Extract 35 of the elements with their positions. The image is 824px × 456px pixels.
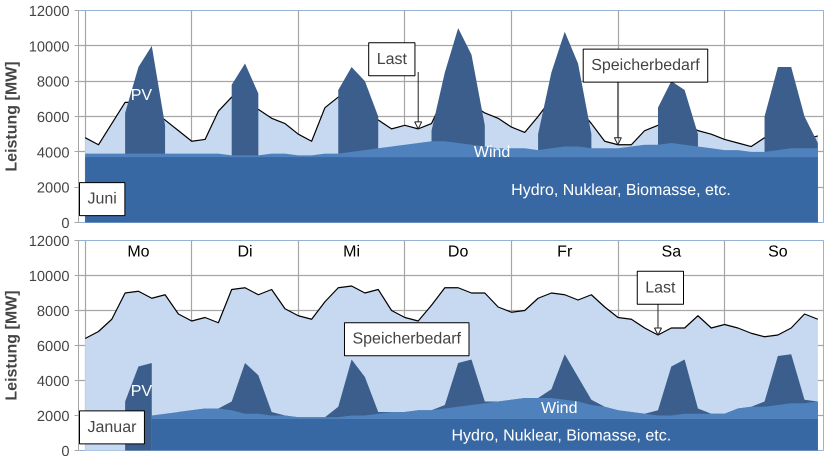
series-label: Wind [541, 400, 578, 417]
x-tick-label: Di [237, 244, 253, 260]
y-tick-label: 12000 [28, 234, 70, 250]
x-tick-label: Do [448, 244, 468, 260]
y-tick-label: 6000 [36, 339, 70, 355]
x-tick-label: So [768, 244, 788, 260]
y-tick-label: 6000 [36, 110, 70, 126]
y-tick-label: 4000 [36, 145, 70, 162]
x-tick-label: Mi [343, 244, 360, 260]
series-label: Hydro, Nuklear, Biomasse, etc. [511, 182, 731, 200]
y-tick-label: 4000 [36, 374, 70, 390]
y-tick-label: 2000 [36, 409, 70, 425]
x-tick-label: Sa [662, 244, 682, 260]
x-tick-label: Mo [127, 244, 150, 260]
series-label: Hydro, Nuklear, Biomasse, etc. [452, 427, 672, 444]
y-tick-label: 10000 [28, 269, 70, 285]
annotation: Januar [88, 418, 138, 436]
x-tick-label: Fr [557, 244, 573, 260]
series-label: Wind [474, 144, 510, 162]
y-tick-label: 2000 [36, 180, 70, 197]
y-tick-label: 0 [61, 216, 70, 232]
y-tick-label: 12000 [28, 4, 70, 20]
series-label: PV [130, 383, 152, 400]
annotation: Speicherbedarf [352, 330, 462, 348]
y-tick-label: 10000 [28, 39, 70, 56]
text: Last [376, 50, 408, 68]
annotation: Speicherbedarf [591, 57, 700, 74]
y-axis-title: Leistung [MW] [4, 61, 21, 172]
y-tick-label: 0 [61, 444, 70, 456]
series-label: PV [130, 86, 152, 104]
y-axis-title: Leistung [MW] [4, 290, 21, 401]
series-label: Last [645, 279, 676, 296]
y-tick-label: 8000 [36, 74, 70, 91]
y-tick-label: 8000 [36, 304, 70, 320]
annotation: Juni [88, 190, 117, 208]
